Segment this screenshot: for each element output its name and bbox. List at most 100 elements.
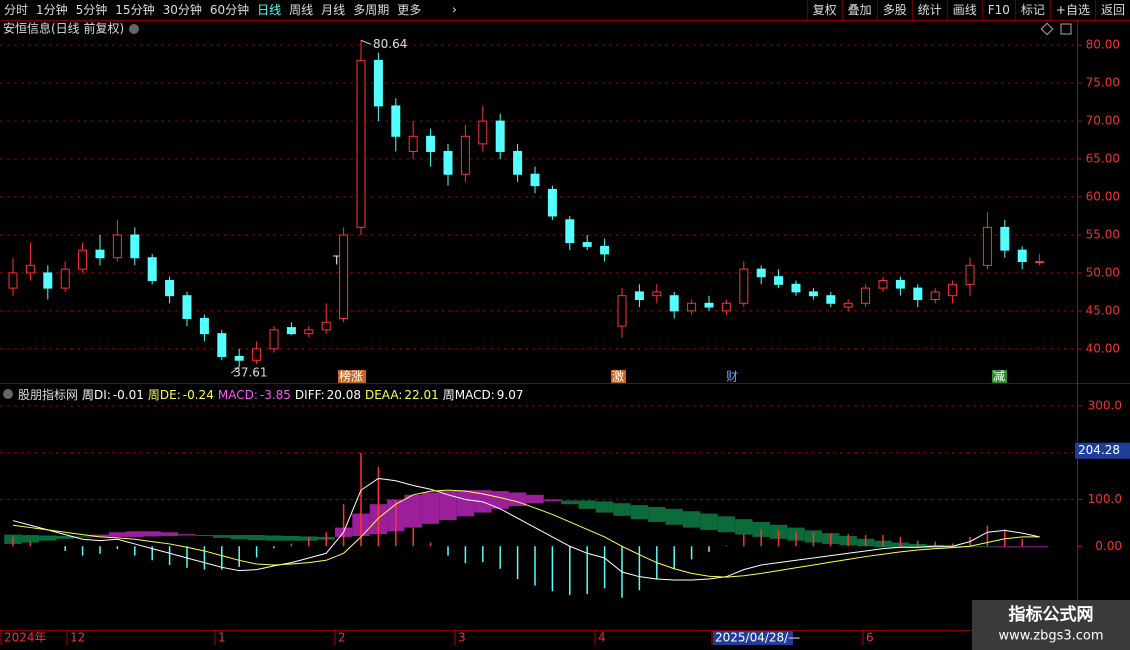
toolbar-item[interactable]: 月线	[321, 3, 346, 17]
candle-body	[687, 302, 697, 312]
y-tick-label: 75.00	[1086, 76, 1120, 90]
toolbar-item[interactable]: 叠加	[841, 0, 877, 20]
candle-body	[930, 291, 940, 300]
candle-body	[147, 257, 157, 282]
watermark-box	[972, 600, 1130, 650]
indicator-line	[12, 489, 1040, 578]
toolbar-item[interactable]: 标记	[1014, 0, 1050, 20]
weekly-band	[108, 532, 127, 537]
candle-body	[843, 302, 853, 308]
legend-name: DIFF:	[294, 388, 325, 402]
toolbar-item[interactable]: 周线	[289, 3, 314, 17]
candle-body	[704, 302, 714, 308]
date-label: 2025/04/28/—	[715, 631, 800, 645]
candle-body	[321, 321, 331, 331]
toolbar-item[interactable]: F10	[981, 0, 1015, 20]
candle-body	[478, 120, 488, 145]
candle-body	[43, 272, 53, 289]
toolbar-item[interactable]: 日线	[257, 3, 282, 17]
candle-body	[965, 264, 975, 285]
y-tick-label: 50.00	[1086, 265, 1120, 279]
high-label: 80.64	[373, 37, 407, 51]
watermark-url: www.zbgs3.com	[998, 629, 1103, 644]
y-tick-label: 70.00	[1086, 114, 1120, 128]
legend-name: 周MACD:	[442, 388, 495, 402]
candle-body	[582, 242, 592, 247]
date-label: 3	[458, 631, 466, 645]
weekly-band	[613, 503, 631, 516]
legend-value: 20.08	[326, 388, 361, 402]
y-tick-label: 300.0	[1088, 398, 1122, 412]
candle-body	[530, 173, 540, 187]
candle-body	[739, 268, 749, 304]
weekly-band	[752, 521, 770, 537]
candle-body	[982, 226, 992, 266]
weekly-band	[630, 505, 649, 520]
candle-body	[652, 291, 662, 297]
candle-body	[8, 272, 18, 289]
low-label: 37.61	[233, 365, 267, 379]
weekly-band	[578, 500, 596, 509]
candle-body	[861, 287, 871, 304]
dropdown-icon[interactable]	[129, 24, 139, 34]
dropdown-icon[interactable]	[3, 389, 13, 399]
weekly-band	[543, 499, 562, 502]
toolbar-item[interactable]: 统计	[911, 0, 947, 20]
candle-body	[408, 135, 418, 152]
candle-body	[234, 355, 244, 361]
event-marker-bg	[611, 370, 626, 383]
legend-value: -0.01	[112, 388, 144, 402]
weekly-band	[491, 491, 509, 509]
candle-body	[286, 327, 296, 335]
toolbar-item[interactable]: 1分钟	[36, 3, 68, 17]
candle-body	[547, 188, 557, 217]
weekly-band	[195, 535, 214, 537]
candle-body	[112, 234, 122, 259]
toolbar-item[interactable]: 多股	[876, 0, 912, 20]
weekly-band	[717, 516, 736, 533]
event-marker-bg	[338, 370, 366, 383]
toolbar-item[interactable]: 分时	[4, 3, 29, 17]
candle-body	[199, 317, 209, 335]
event-marker: 减	[993, 370, 1005, 384]
weekly-band	[21, 535, 40, 543]
date-label: 2	[338, 631, 346, 645]
icon[interactable]	[1060, 23, 1072, 35]
candle-body	[165, 280, 175, 297]
toolbar-item[interactable]: 多周期	[353, 3, 390, 17]
spacer	[425, 0, 806, 20]
toolbar-item[interactable]: 60分钟	[209, 3, 250, 17]
candle-body	[460, 135, 470, 175]
toolbar-item[interactable]: 复权	[806, 0, 842, 20]
weekly-band	[665, 508, 683, 525]
toolbar-item[interactable]: 30分钟	[162, 3, 202, 17]
candle-body	[1000, 226, 1010, 251]
weekly-band	[439, 491, 457, 521]
toolbar-item[interactable]: +自选	[1049, 0, 1095, 20]
y-tick-label: 0.00	[1095, 539, 1122, 553]
legend-value: 22.01	[404, 388, 439, 402]
candle-body	[669, 295, 679, 312]
weekly-band	[143, 531, 161, 537]
candle-body	[774, 276, 784, 285]
toolbar-item[interactable]: 返回	[1094, 0, 1130, 20]
weekly-band	[595, 501, 614, 513]
toolbar-item[interactable]: 15分钟	[115, 3, 155, 17]
weekly-band	[91, 534, 109, 537]
weekly-band	[735, 519, 753, 535]
weekly-band	[213, 535, 231, 538]
toolbar-item[interactable]: 更多	[397, 3, 422, 17]
candle-body	[878, 280, 888, 289]
date-label: 1	[218, 631, 226, 645]
candle-body	[130, 234, 140, 259]
candle-body	[339, 234, 349, 319]
y-tick-label: 65.00	[1086, 152, 1120, 166]
candle-body	[721, 302, 731, 312]
candle-body	[1017, 249, 1027, 263]
icon[interactable]	[1040, 22, 1054, 36]
toolbar-item[interactable]: 5分钟	[75, 3, 108, 17]
candle-body	[60, 268, 70, 289]
event-marker: 财	[726, 370, 738, 384]
toolbar-item[interactable]: 画线	[946, 0, 982, 20]
